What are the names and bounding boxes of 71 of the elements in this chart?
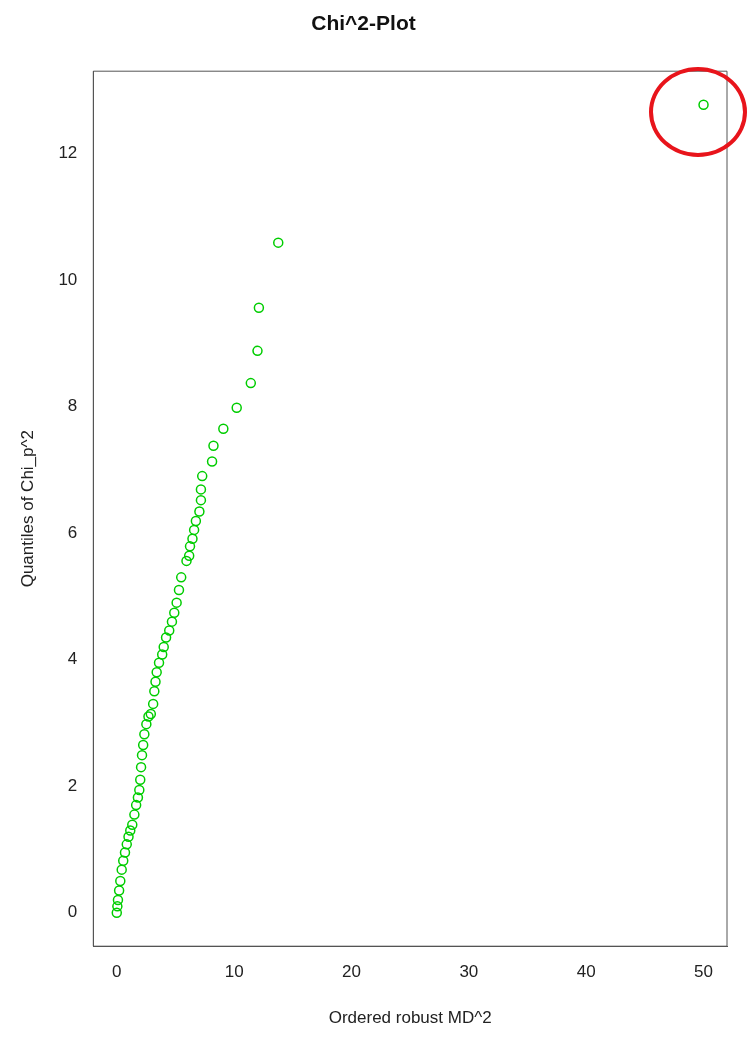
x-tick-label: 50 — [694, 962, 713, 982]
point — [195, 494, 207, 506]
point — [141, 718, 152, 730]
point — [208, 440, 219, 451]
point — [139, 729, 150, 740]
point — [184, 541, 196, 552]
point — [153, 657, 165, 669]
point — [245, 377, 257, 389]
point — [151, 667, 162, 678]
point — [166, 616, 178, 627]
chart-title: Chi^2-Plot — [311, 11, 416, 35]
point — [129, 809, 140, 820]
point — [150, 676, 161, 687]
point — [149, 685, 160, 697]
point — [190, 515, 202, 527]
point — [253, 302, 265, 314]
point — [115, 875, 126, 887]
point — [196, 470, 208, 482]
point — [171, 597, 182, 608]
point — [181, 555, 192, 567]
point — [194, 506, 205, 517]
x-tick-label: 40 — [576, 962, 596, 982]
point — [136, 749, 148, 761]
y-tick-label: 4 — [67, 649, 78, 669]
point — [147, 698, 159, 710]
point — [125, 825, 136, 836]
x-tick-label: 20 — [342, 962, 361, 982]
point — [183, 550, 195, 562]
y-tick-label: 2 — [67, 775, 78, 795]
point — [252, 345, 263, 357]
point — [206, 456, 218, 467]
point — [173, 584, 185, 596]
point — [111, 907, 123, 918]
point — [698, 99, 709, 110]
point — [195, 484, 207, 495]
y-axis-title: Quantiles of Chi_p^2 — [17, 430, 37, 588]
point — [134, 784, 145, 796]
point — [135, 774, 146, 786]
point — [117, 855, 129, 867]
point — [187, 533, 198, 544]
point — [160, 632, 172, 643]
y-tick-label: 10 — [58, 269, 78, 289]
y-tick-label: 0 — [67, 902, 78, 922]
point — [218, 423, 229, 434]
point — [175, 572, 187, 583]
point — [112, 894, 124, 906]
point — [158, 641, 169, 653]
point — [135, 761, 147, 773]
point — [112, 901, 123, 912]
point — [113, 885, 125, 896]
y-tick-label: 12 — [58, 143, 78, 163]
point — [231, 402, 242, 414]
point — [116, 864, 127, 875]
point — [127, 819, 138, 830]
point — [123, 831, 134, 842]
point — [273, 237, 284, 248]
point — [163, 625, 175, 636]
x-axis-title: Ordered robust MD^2 — [328, 1008, 492, 1028]
y-tick-label: 6 — [67, 522, 78, 542]
x-tick-label: 30 — [459, 962, 479, 982]
point — [137, 739, 149, 751]
point — [130, 799, 142, 811]
point — [132, 792, 144, 803]
point — [188, 524, 200, 536]
x-tick-label: 0 — [112, 962, 122, 982]
x-tick-label: 10 — [224, 962, 244, 982]
y-tick-label: 8 — [67, 396, 78, 416]
point — [119, 847, 131, 858]
point — [121, 839, 132, 850]
point — [156, 649, 168, 660]
point — [169, 607, 180, 619]
